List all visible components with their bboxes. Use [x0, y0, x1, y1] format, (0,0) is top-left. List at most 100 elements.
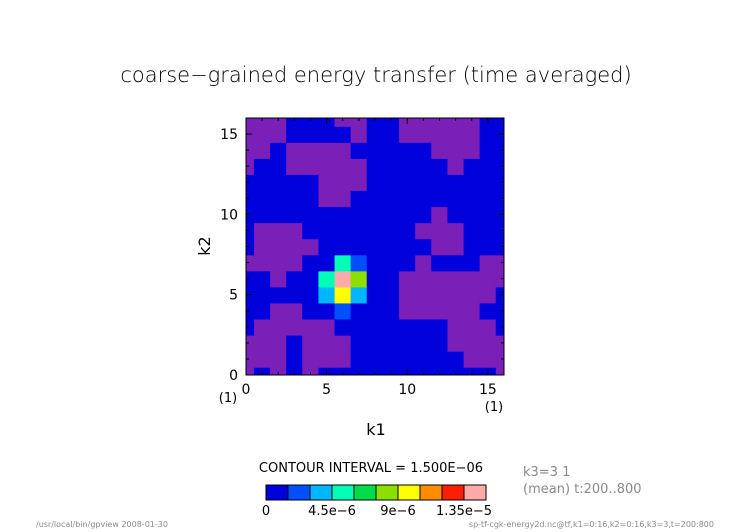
side-info-time: (mean) t:200..800: [523, 482, 642, 497]
heatmap-cell-14-4: [463, 302, 481, 320]
heatmap-cell-8-11: [366, 190, 384, 208]
heatmap-cell-7-1: [350, 350, 368, 368]
heatmap-cell-8-1: [366, 350, 384, 368]
heatmap-cell-7-12: [350, 174, 368, 192]
heatmap-cell-12-9: [431, 222, 449, 240]
heatmap-cell-15-6: [479, 270, 497, 288]
heatmap-cell-4-8: [302, 238, 320, 256]
heatmap-cell-1-7: [253, 254, 271, 272]
heatmap-cell-6-12: [334, 174, 352, 192]
heatmap-cell-15-14: [479, 141, 497, 159]
heatmap-cell-8-7: [366, 254, 384, 272]
heatmap-cell-14-5: [463, 286, 481, 304]
colorbar: [265, 484, 487, 501]
heatmap-cell-4-2: [302, 334, 320, 352]
heatmap-cell-6-11: [334, 190, 352, 208]
heatmap-cell-15-10: [479, 206, 497, 224]
heatmap-cell-15-7: [479, 254, 497, 272]
heatmap-cell-16-4: [495, 302, 504, 320]
heatmap-cell-4-1: [302, 350, 320, 368]
heatmap-cell-2-2: [270, 334, 288, 352]
heatmap-cell-15-2: [479, 334, 497, 352]
y-tick-label-2: 10: [220, 207, 238, 223]
heatmap-cell-9-8: [382, 238, 400, 256]
heatmap-cell-13-14: [447, 141, 465, 159]
heatmap-cell-14-13: [463, 158, 481, 175]
heatmap-cell-9-6: [382, 270, 400, 288]
heatmap-cell-10-2: [399, 334, 417, 352]
heatmap-cell-1-5: [253, 286, 271, 304]
x-tick-label-2: 10: [398, 382, 416, 398]
heatmap-cell-11-1: [415, 350, 433, 368]
heatmap-cell-11-4: [415, 302, 433, 320]
y-ticks: 0 5 10 15: [220, 117, 504, 384]
heatmap-cell-4-6: [302, 270, 320, 288]
heatmap-cell-8-13: [366, 158, 384, 175]
colorbar-swatch-2: [309, 484, 333, 501]
heatmap-cell-4-4: [302, 302, 320, 320]
heatmap-cell-5-13: [318, 158, 336, 175]
heatmap-cell-13-6: [447, 270, 465, 288]
heatmap-cell-2-11: [270, 190, 288, 208]
heatmap-cell-12-15: [431, 125, 449, 143]
heatmap-cell-6-14: [334, 141, 352, 159]
heatmap-cell-11-15: [415, 125, 433, 143]
heatmap-cell-14-1: [463, 350, 481, 368]
heatmap-cell-1-9: [253, 222, 271, 240]
x-tick-label-3: 15: [479, 382, 497, 398]
heatmap-cell-9-2: [382, 334, 400, 352]
heatmap-cell-2-15: [270, 125, 288, 143]
heatmap-cell-2-9: [270, 222, 288, 240]
heatmap-cell-7-13: [350, 158, 368, 175]
heatmap-cell-7-9: [350, 222, 368, 240]
heatmap-cell-11-12: [415, 174, 433, 192]
y-tick-label-3: 15: [220, 127, 238, 143]
heatmap-cell-7-4: [350, 302, 368, 320]
heatmap-cell-16-11: [495, 190, 504, 208]
heatmap-cell-8-15: [366, 125, 384, 143]
heatmap-cell-13-3: [447, 318, 465, 336]
heatmap-cell-15-8: [479, 238, 497, 256]
heatmap-cell-5-7: [318, 254, 336, 272]
heatmap-cell-1-3: [253, 318, 271, 336]
heatmap-cell-11-7: [415, 254, 433, 272]
colorbar-labels: 0 4.5e−6 9e−6 1.35e−5: [262, 504, 492, 519]
heatmap-cell-15-5: [479, 286, 497, 304]
heatmap-cell-4-11: [302, 190, 320, 208]
heatmap-cell-14-10: [463, 206, 481, 224]
heatmap-cell-16-1: [495, 350, 504, 368]
heatmap-cell-2-4: [270, 302, 288, 320]
heatmap-cell-2-7: [270, 254, 288, 272]
heatmap-cell-10-5: [399, 286, 417, 304]
heatmap-cell-16-2: [495, 334, 504, 352]
heatmap-cell-7-2: [350, 334, 368, 352]
heatmap-cell-3-4: [286, 302, 304, 320]
heatmap-cell-4-15: [302, 125, 320, 143]
chart-title: coarse−grained energy transfer (time ave…: [120, 63, 631, 87]
heatmap-cell-6-4: [334, 302, 352, 320]
colorbar-swatch-5: [375, 484, 399, 501]
heatmap-cell-1-4: [253, 302, 271, 320]
heatmap-cell-5-15: [318, 125, 336, 143]
heatmap-cell-6-9: [334, 222, 352, 240]
heatmap-cell-6-8: [334, 238, 352, 256]
heatmap-cell-6-7: [334, 254, 352, 272]
heatmap-cell-3-6: [286, 270, 304, 288]
heatmap-cell-5-6: [318, 270, 336, 288]
heatmap-cell-3-14: [286, 141, 304, 159]
heatmap-cell-6-5: [334, 286, 352, 304]
heatmap-cell-10-8: [399, 238, 417, 256]
heatmap-cell-3-15: [286, 125, 304, 143]
heatmap-cell-8-9: [366, 222, 384, 240]
heatmap-cell-5-5: [318, 286, 336, 304]
heatmap-cell-3-1: [286, 350, 304, 368]
heatmap-cell-14-6: [463, 270, 481, 288]
heatmap-cell-11-6: [415, 270, 433, 288]
heatmap-cell-1-14: [253, 141, 271, 159]
colorbar-label-2: 9e−6: [380, 504, 415, 519]
heatmap-cell-13-15: [447, 125, 465, 143]
heatmap-cell-16-12: [495, 174, 504, 192]
colorbar-swatch-1: [287, 484, 311, 501]
heatmap-cell-12-7: [431, 254, 449, 272]
